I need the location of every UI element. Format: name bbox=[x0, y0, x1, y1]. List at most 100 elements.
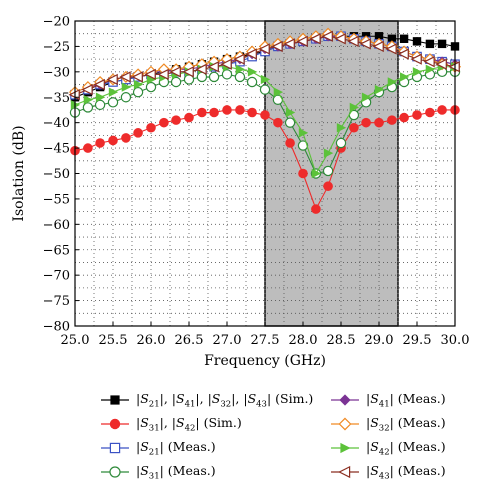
data-point bbox=[119, 71, 131, 83]
data-point bbox=[437, 39, 447, 49]
legend-label: |S32| (Meas.) bbox=[366, 414, 446, 434]
data-point bbox=[195, 63, 207, 75]
data-point bbox=[374, 32, 384, 41]
data-point bbox=[387, 34, 397, 43]
data-point bbox=[437, 105, 447, 115]
data-point bbox=[285, 138, 295, 148]
data-point bbox=[338, 465, 351, 479]
data-point bbox=[435, 58, 447, 70]
legend-swatch bbox=[331, 394, 359, 406]
data-point bbox=[349, 122, 359, 133]
data-point bbox=[182, 66, 194, 78]
y-tick-label: −65 bbox=[43, 243, 70, 258]
data-point bbox=[399, 112, 409, 123]
data-point bbox=[339, 394, 351, 406]
y-tick-label: −30 bbox=[43, 65, 70, 80]
series-7 bbox=[70, 62, 461, 179]
data-point bbox=[296, 35, 308, 48]
data-point bbox=[397, 48, 409, 60]
data-point bbox=[81, 83, 93, 96]
data-point bbox=[132, 86, 144, 98]
legend-swatch bbox=[331, 465, 359, 479]
data-point bbox=[157, 68, 169, 81]
data-point bbox=[273, 117, 283, 128]
data-point bbox=[247, 67, 258, 77]
data-point bbox=[412, 110, 422, 120]
data-point bbox=[260, 110, 270, 120]
series-8 bbox=[68, 30, 460, 101]
data-point bbox=[311, 168, 322, 179]
y-tick-label: −45 bbox=[43, 142, 70, 157]
legend-label: |S31| (Meas.) bbox=[136, 462, 216, 482]
data-point bbox=[233, 53, 245, 65]
data-point bbox=[425, 64, 436, 74]
data-point bbox=[298, 168, 308, 179]
isolation-chart: 25.0 25.5 26.0 26.5 27.0 27.5 28.0 28.5 29.0 29.5… bbox=[11, 15, 470, 370]
data-point bbox=[387, 115, 397, 125]
data-point bbox=[159, 117, 169, 128]
x-tick-label: 26.0 bbox=[137, 333, 166, 348]
y-tick-label: −25 bbox=[43, 40, 70, 55]
y-tick-label: −70 bbox=[43, 269, 70, 284]
data-point bbox=[336, 123, 347, 133]
data-point bbox=[222, 105, 232, 115]
legend-item: |S32| (Meas.) bbox=[330, 413, 446, 435]
data-point bbox=[108, 87, 119, 97]
data-point bbox=[410, 53, 422, 65]
data-point bbox=[120, 92, 132, 103]
data-point bbox=[425, 107, 435, 118]
data-point bbox=[184, 112, 194, 123]
data-point bbox=[83, 143, 93, 153]
data-point bbox=[323, 181, 333, 192]
data-point bbox=[321, 30, 333, 42]
x-tick-label: 30.0 bbox=[441, 333, 470, 348]
legend-item: |S21| (Meas.) bbox=[100, 437, 216, 459]
legend-label: |S41| (Meas.) bbox=[366, 390, 446, 410]
y-tick-label: −50 bbox=[43, 167, 70, 182]
legend-swatch bbox=[101, 466, 129, 478]
data-point bbox=[334, 33, 346, 45]
data-point bbox=[170, 76, 182, 88]
data-point bbox=[399, 72, 410, 82]
data-point bbox=[412, 67, 423, 77]
data-point bbox=[146, 122, 156, 133]
y-axis-label: Isolation (dB) bbox=[11, 125, 27, 221]
y-tick-label: −40 bbox=[43, 116, 70, 131]
data-point bbox=[273, 87, 284, 97]
legend-item: |S31|, |S42| (Sim.) bbox=[100, 413, 242, 435]
legend-label: |S21|, |S41|, |S32|, |S43| (Sim.) bbox=[136, 390, 314, 410]
data-point bbox=[259, 84, 271, 95]
x-tick-label: 28.5 bbox=[327, 333, 356, 348]
data-point bbox=[94, 99, 106, 111]
legend-item: |S21|, |S41|, |S32|, |S43| (Sim.) bbox=[100, 389, 313, 411]
legend-swatch bbox=[101, 418, 129, 430]
data-point bbox=[107, 97, 119, 108]
data-point bbox=[169, 66, 181, 78]
data-point bbox=[247, 107, 257, 118]
data-point bbox=[95, 92, 106, 102]
data-point bbox=[234, 71, 246, 83]
data-point bbox=[311, 204, 321, 214]
data-point bbox=[146, 74, 157, 85]
data-point bbox=[258, 43, 270, 55]
data-point bbox=[133, 128, 143, 138]
y-tick-label: −55 bbox=[43, 192, 70, 207]
data-point bbox=[171, 115, 181, 125]
chart-legend: |S21|, |S41|, |S32|, |S43| (Sim.) |S31|, … bbox=[0, 380, 485, 500]
data-point bbox=[359, 38, 371, 50]
x-tick-label: 25.5 bbox=[99, 333, 128, 348]
data-point bbox=[347, 35, 359, 48]
data-point bbox=[144, 68, 156, 81]
data-point bbox=[372, 40, 384, 53]
data-point bbox=[95, 138, 105, 148]
data-point bbox=[425, 39, 435, 49]
y-tick-label: −60 bbox=[43, 218, 70, 233]
data-point bbox=[93, 78, 105, 91]
data-point bbox=[349, 102, 360, 113]
axis-ticks: 25.0 25.5 26.0 26.5 27.0 27.5 28.0 28.5 29.0 29.5… bbox=[43, 15, 470, 349]
data-point bbox=[298, 128, 309, 138]
data-point bbox=[109, 418, 121, 430]
data-point bbox=[374, 117, 384, 128]
legend-label: |S43| (Meas.) bbox=[366, 462, 446, 482]
data-point bbox=[133, 79, 144, 90]
